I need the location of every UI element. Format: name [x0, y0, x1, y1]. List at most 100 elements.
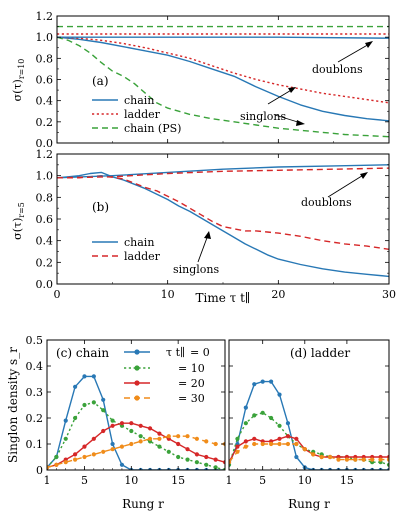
y-tick-label: 1.2 — [36, 10, 54, 23]
series-line-doublons-ladder — [57, 167, 389, 179]
x-tick-label: 20 — [271, 288, 285, 301]
series-line-doublons-chain — [57, 36, 389, 39]
y-tick-label: 0.6 — [36, 213, 54, 226]
data-point — [91, 436, 96, 441]
x-tick-label: 10 — [124, 474, 138, 487]
data-point — [213, 457, 218, 462]
x-axis-label: Time τ t∥ — [196, 291, 251, 305]
y-tick-label: 1.0 — [36, 31, 54, 44]
data-point — [327, 454, 333, 460]
data-point — [252, 382, 257, 387]
data-point — [222, 460, 225, 465]
x-tick-label: 15 — [340, 474, 354, 487]
series-line--t-0 — [47, 375, 225, 470]
data-point — [269, 415, 274, 421]
data-point — [243, 444, 248, 449]
data-point — [260, 441, 265, 447]
data-point — [82, 402, 87, 408]
data-point — [277, 441, 282, 447]
data-point — [63, 460, 68, 465]
data-point — [82, 374, 87, 379]
data-point — [285, 421, 291, 426]
arrowhead — [288, 87, 296, 93]
y-tick-label: 0.2 — [26, 412, 44, 425]
legend-label: = 30 — [178, 392, 205, 405]
data-point — [73, 415, 78, 421]
data-point — [353, 457, 358, 462]
data-point — [294, 436, 299, 441]
data-point — [285, 441, 291, 447]
data-point — [294, 454, 299, 460]
arrowhead — [296, 120, 305, 126]
x-tick-label: 0 — [54, 288, 61, 301]
data-point — [269, 379, 274, 384]
data-point — [213, 441, 218, 447]
data-point — [185, 447, 190, 452]
data-point — [138, 439, 143, 444]
data-point — [129, 428, 134, 434]
data-point — [91, 452, 96, 457]
series-line-singlons-chain-ps- — [57, 36, 389, 138]
legend-label: = 10 — [178, 362, 205, 375]
data-point — [166, 449, 171, 454]
legend-label: = 0 — [190, 346, 210, 359]
y-tick-label: 0 — [36, 464, 43, 477]
arrow — [337, 42, 372, 63]
plot-area — [57, 164, 389, 278]
data-point — [166, 434, 171, 439]
y-tick-label: 0.0 — [36, 278, 54, 291]
data-point — [185, 457, 190, 462]
arrowhead — [204, 231, 211, 239]
data-point — [101, 397, 106, 402]
y-tick-label: 0.6 — [36, 74, 54, 87]
data-point — [110, 441, 115, 447]
legend-marker — [134, 349, 140, 355]
plot-frame — [56, 153, 390, 285]
data-point — [129, 441, 134, 447]
data-point — [285, 434, 291, 439]
legend-label: chain (PS) — [124, 122, 181, 135]
annotation-doublons: doublons — [312, 63, 363, 76]
y-tick-label: 0.8 — [36, 52, 54, 65]
y-tick-label: 0.4 — [36, 95, 54, 108]
data-point — [82, 454, 87, 460]
data-point — [176, 434, 181, 439]
data-point — [119, 462, 125, 467]
data-point — [386, 457, 389, 462]
x-axis-label: Rung r — [122, 497, 164, 511]
annotation-singlons: singlons — [240, 110, 287, 123]
plot-area — [229, 379, 389, 470]
panel-label: (b) — [92, 200, 109, 214]
y-tick-label: 0.2 — [36, 116, 54, 129]
series-line-singlons-chain — [57, 171, 389, 278]
data-point — [138, 434, 143, 439]
data-point — [243, 405, 248, 410]
data-point — [252, 436, 257, 441]
series-line-singlons-ladder — [57, 174, 389, 250]
y-tick-label: 0.1 — [26, 438, 44, 451]
data-point — [54, 454, 59, 460]
data-point — [157, 431, 162, 436]
arrow — [197, 234, 209, 263]
plot-frame — [46, 339, 226, 471]
data-point — [101, 428, 106, 434]
x-tick-label: 1 — [44, 474, 51, 487]
data-point — [386, 462, 389, 467]
data-point — [63, 418, 68, 423]
y-tick-label: 0.4 — [26, 360, 44, 373]
data-point — [147, 436, 153, 441]
data-point — [319, 454, 324, 460]
x-axis-label: Rung r — [288, 497, 330, 511]
x-tick-label: 10 — [161, 288, 175, 301]
data-point — [269, 441, 274, 447]
data-point — [235, 449, 240, 454]
data-point — [336, 457, 341, 462]
data-point — [157, 444, 162, 449]
data-point — [260, 379, 265, 384]
data-point — [204, 439, 209, 444]
data-point — [213, 465, 218, 470]
series-line-doublons-chain — [57, 164, 389, 179]
data-point — [157, 436, 162, 441]
data-point — [311, 452, 316, 457]
